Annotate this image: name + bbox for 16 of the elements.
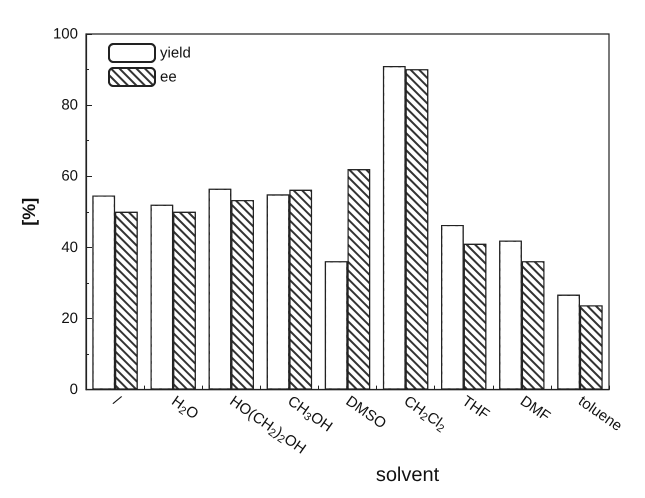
x-tick-label: DMF <box>516 392 554 426</box>
y-tick-label: 20 <box>61 310 78 327</box>
y-tick-label: 100 <box>52 26 78 42</box>
y-axis-title: [%] <box>19 198 39 226</box>
x-tick-label: H2O <box>168 392 202 423</box>
y-tick-label: 0 <box>70 381 78 398</box>
legend-label: ee <box>160 68 177 86</box>
y-tick-label: 60 <box>61 168 78 185</box>
y-tick-label: 40 <box>61 238 78 256</box>
x-axis-title: solvent <box>376 464 440 486</box>
x-tick-label: CH2Cl2 <box>400 392 446 436</box>
x-tick-label: / <box>110 392 124 410</box>
y-tick-label: 80 <box>61 96 78 114</box>
x-tick-label: CH3OH <box>284 392 336 436</box>
legend-label: yield <box>160 44 191 62</box>
x-tick-label: THF <box>458 392 492 424</box>
